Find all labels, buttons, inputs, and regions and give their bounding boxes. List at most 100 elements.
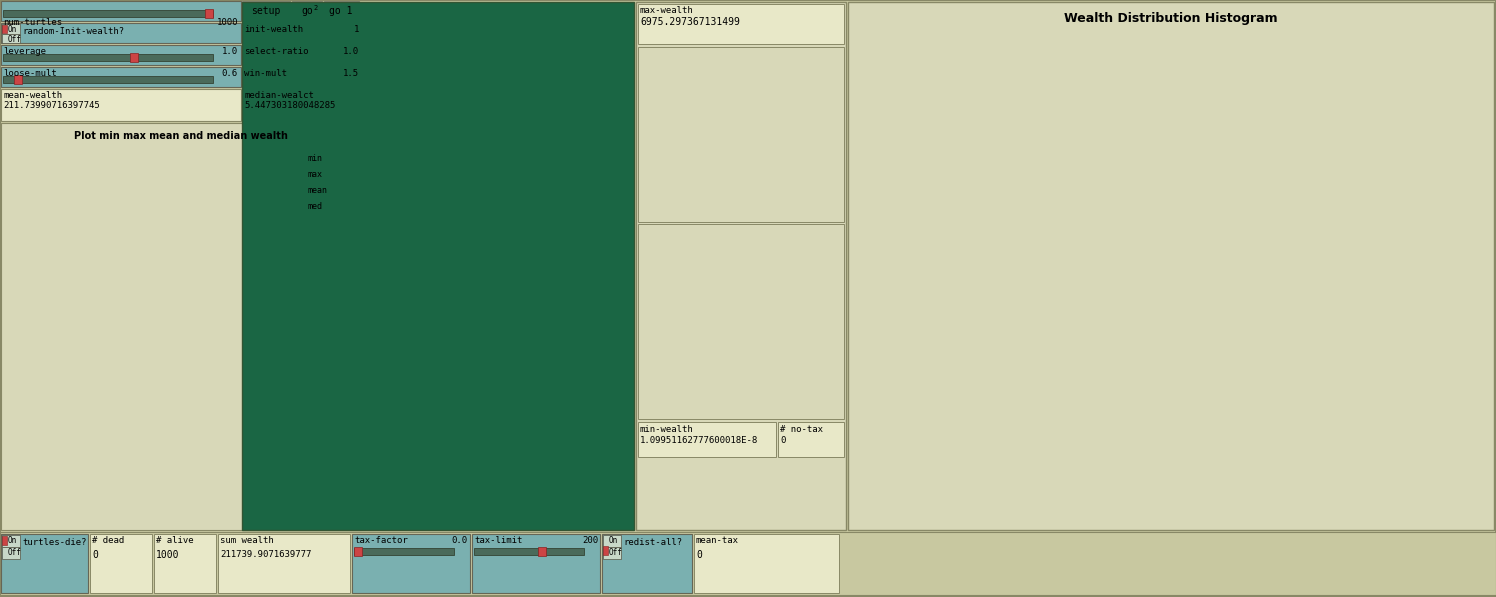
Point — [260, 518, 284, 528]
Point — [358, 513, 381, 522]
Point — [597, 490, 621, 499]
Bar — [1080, 488, 1095, 490]
Point — [329, 484, 353, 494]
Point — [350, 493, 374, 503]
Point — [509, 457, 533, 467]
Point — [404, 495, 428, 504]
Point — [537, 521, 561, 531]
Point — [504, 507, 528, 517]
Point — [392, 519, 416, 529]
Point — [384, 497, 408, 506]
Point — [458, 487, 482, 496]
Point — [373, 520, 396, 530]
Point — [238, 507, 262, 516]
Text: random-Init-wealth?: random-Init-wealth? — [22, 27, 124, 36]
Point — [384, 481, 408, 490]
Point — [431, 490, 455, 499]
Point — [289, 486, 313, 496]
Point — [263, 466, 287, 475]
Point — [371, 524, 395, 534]
Point — [245, 520, 269, 530]
Point — [470, 485, 494, 494]
Point — [565, 482, 589, 491]
Point — [485, 496, 509, 506]
Point — [383, 521, 407, 531]
Point — [314, 496, 338, 505]
Point — [401, 498, 425, 508]
Point — [560, 521, 583, 530]
Point — [329, 522, 353, 532]
Point — [592, 490, 616, 500]
Point — [534, 516, 558, 525]
Bar — [1390, 489, 1405, 490]
Point — [283, 501, 307, 511]
Point — [359, 507, 383, 516]
Text: 1.0: 1.0 — [221, 47, 238, 56]
Point — [347, 525, 371, 535]
Point — [545, 494, 568, 504]
Point — [440, 513, 464, 523]
Y-axis label: # turtles in bin: # turtles in bin — [853, 223, 863, 297]
Point — [358, 481, 381, 491]
Point — [419, 488, 443, 497]
Point — [432, 507, 456, 517]
Point — [522, 499, 546, 509]
Point — [443, 482, 467, 492]
Point — [414, 122, 438, 131]
Text: # no-tax: # no-tax — [779, 425, 823, 434]
Point — [417, 475, 441, 485]
Point — [250, 483, 274, 493]
Point — [407, 519, 431, 529]
Point — [562, 523, 586, 533]
Point — [467, 516, 491, 525]
Point — [586, 510, 610, 520]
Point — [417, 500, 441, 510]
Point — [238, 236, 262, 245]
Point — [592, 496, 616, 505]
Point — [380, 479, 404, 488]
Point — [380, 481, 404, 490]
Point — [319, 480, 343, 490]
Point — [235, 515, 259, 524]
Point — [395, 512, 419, 522]
Point — [540, 507, 564, 517]
Point — [537, 525, 561, 534]
Point — [236, 516, 260, 525]
Point — [560, 501, 583, 511]
Point — [402, 509, 426, 518]
Point — [554, 504, 577, 514]
Text: setup: setup — [251, 6, 281, 16]
Point — [334, 514, 358, 524]
Point — [528, 509, 552, 518]
Point — [513, 497, 537, 507]
Point — [604, 524, 628, 533]
Point — [251, 518, 275, 527]
Point — [477, 512, 501, 521]
Point — [239, 508, 263, 518]
Point — [501, 500, 525, 510]
Point — [525, 519, 549, 529]
Point — [501, 481, 525, 491]
Text: go 1: go 1 — [329, 6, 353, 16]
Point — [545, 521, 568, 530]
Point — [340, 516, 364, 526]
Point — [537, 505, 561, 515]
Point — [588, 484, 612, 494]
Point — [298, 514, 322, 524]
Point — [328, 522, 352, 532]
Text: 1.09951162777600018E-8: 1.09951162777600018E-8 — [640, 436, 758, 445]
Point — [368, 491, 392, 500]
Point — [310, 482, 334, 492]
Point — [577, 511, 601, 521]
Point — [597, 503, 621, 512]
Point — [396, 407, 420, 417]
Point — [504, 446, 528, 456]
Point — [331, 513, 355, 522]
Point — [444, 522, 468, 532]
Point — [574, 506, 598, 516]
Bar — [947, 469, 962, 490]
Point — [311, 506, 335, 515]
Point — [236, 524, 260, 534]
Point — [329, 491, 353, 501]
Point — [358, 507, 381, 516]
